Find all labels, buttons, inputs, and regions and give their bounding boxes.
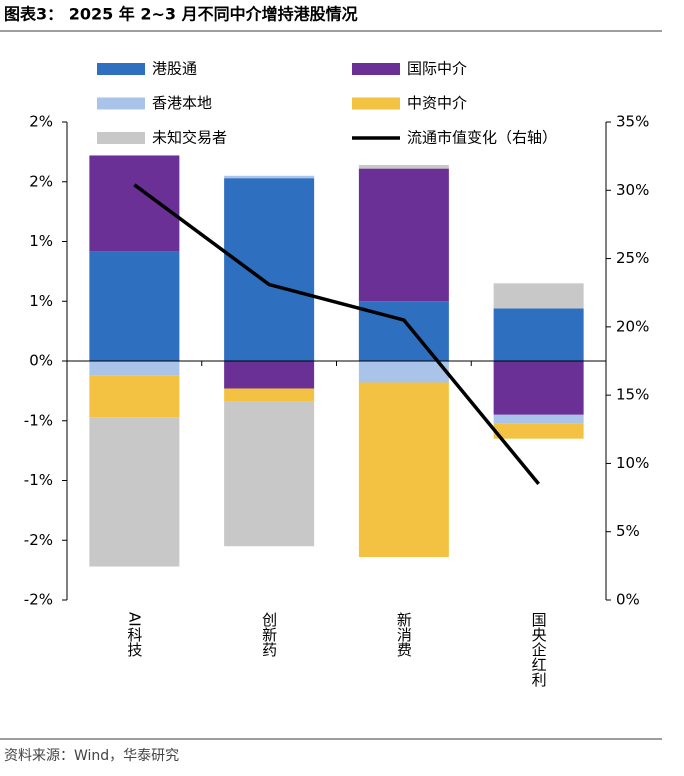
y-tick-label: 2%: [29, 172, 53, 190]
bar-segment: [358, 168, 449, 302]
y-tick-label: 0%: [29, 352, 53, 370]
bar-segment: [493, 283, 584, 309]
y2-tick-label: 0%: [616, 591, 640, 609]
y2-tick-label: 10%: [616, 454, 649, 472]
bar-segment: [493, 423, 584, 439]
legend-label: 流通市值变化（右轴）: [407, 129, 557, 147]
legend-swatch: [97, 63, 145, 75]
legend-swatch: [97, 97, 145, 110]
bar-segment: [224, 361, 315, 389]
bar-segment: [89, 251, 180, 361]
legend-label: 未知交易者: [152, 129, 227, 147]
y-tick-label: 1%: [29, 232, 53, 250]
x-tick-label: AI科技: [125, 612, 143, 658]
legend-label: 港股通: [152, 60, 197, 78]
y-tick-label: 2%: [29, 113, 53, 131]
y2-tick-label: 5%: [616, 522, 640, 540]
bar-segment: [89, 417, 180, 567]
bar-segment: [224, 178, 315, 361]
chart-title: 图表3： 2025 年 2~3 月不同中介增持港股情况: [4, 5, 358, 24]
legend-label: 中资中介: [407, 94, 467, 112]
line-series: [133, 183, 540, 486]
x-tick-label: 国央企红利: [530, 612, 548, 687]
bar-segment: [358, 382, 449, 557]
source: 资料来源：Wind，华泰研究: [4, 748, 179, 764]
x-tick-label: 创新药: [260, 612, 278, 658]
y-tick-label: -2%: [24, 531, 53, 549]
y2-tick-label: 30%: [616, 181, 649, 199]
bar-segment: [89, 155, 180, 252]
bar-segment: [493, 308, 584, 361]
bar-segment: [358, 361, 449, 383]
bar-segment: [493, 414, 584, 424]
bar-segment: [224, 401, 315, 547]
bar-segment: [89, 361, 180, 376]
y2-tick-label: 25%: [616, 249, 649, 267]
x-tick-label: 新消费: [395, 612, 413, 657]
bar-segment: [358, 165, 449, 169]
legend-swatch: [352, 63, 400, 75]
bar-segment: [493, 361, 584, 415]
y2-tick-label: 35%: [616, 113, 649, 131]
y-tick-label: -1%: [24, 411, 53, 429]
legend-swatch: [97, 132, 145, 144]
y-tick-label: 1%: [29, 292, 53, 310]
legend-label: 香港本地: [152, 94, 212, 112]
bar-segment: [89, 375, 180, 418]
legend-swatch: [352, 97, 400, 110]
legend-label: 国际中介: [407, 60, 467, 78]
y-tick-label: -2%: [24, 591, 53, 609]
bar-segment: [224, 175, 315, 179]
y-tick-label: -1%: [24, 471, 53, 489]
bar-segment: [224, 388, 315, 402]
y2-tick-label: 20%: [616, 317, 649, 335]
y2-tick-label: 15%: [616, 386, 649, 404]
